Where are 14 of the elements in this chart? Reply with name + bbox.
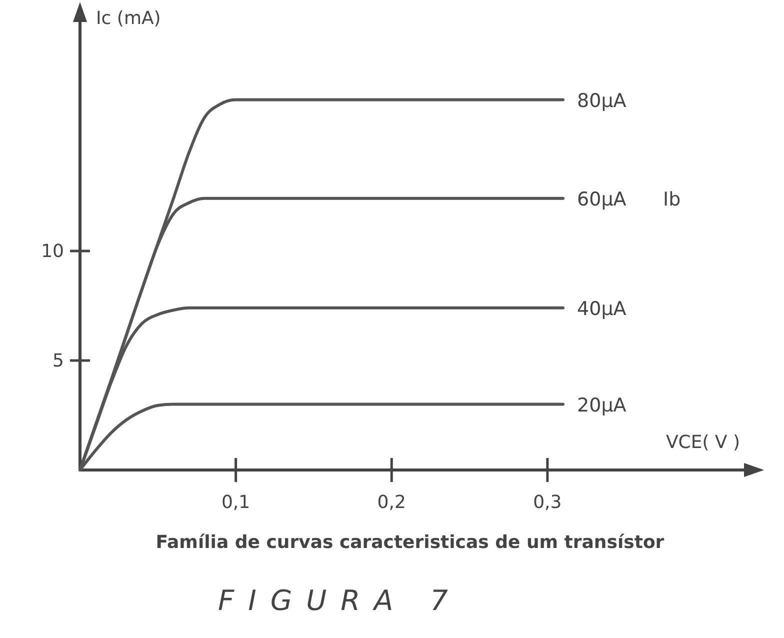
x-tick-label: 0,2 — [377, 492, 406, 513]
series-label: 60µA — [577, 188, 626, 210]
text: Família de curvas caracteristicas de um transístor — [156, 532, 664, 553]
x-tick-label: 0,3 — [533, 492, 562, 513]
series-label: 80µA — [577, 90, 626, 112]
annotation: Ib — [663, 188, 681, 210]
y-axis-title: Ic (mA) — [96, 8, 161, 29]
series-label: 40µA — [577, 298, 626, 320]
x-axis-title: VCE( V ) — [666, 432, 740, 453]
y-tick-label: 10 — [41, 240, 64, 262]
text: FIGURA 7 — [218, 584, 462, 617]
series-label: 20µA — [577, 394, 626, 416]
y-tick-label: 5 — [52, 350, 64, 372]
x-tick-label: 0,1 — [221, 492, 250, 513]
